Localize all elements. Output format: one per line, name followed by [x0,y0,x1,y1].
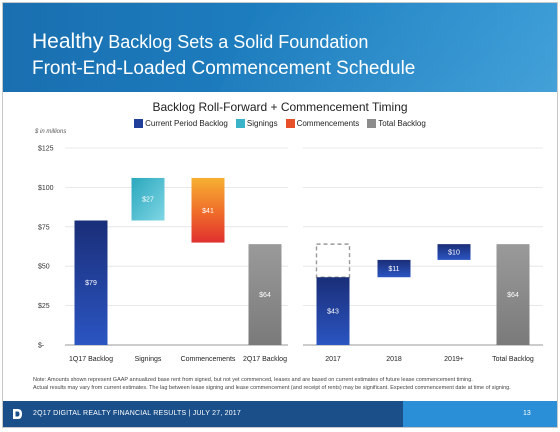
right-bar-label-1: $43 [327,309,339,316]
left-bar-1 [74,220,108,345]
title-rest: Backlog Sets a Solid Foundation [103,32,369,52]
right-bar-outline [315,243,351,278]
left-bar-2 [131,177,165,221]
left-bar-label-3: $41 [202,208,214,215]
right-x-label-3: 2019+ [444,356,464,363]
y-tick-label: $- [38,343,45,350]
legend-swatch-total [367,119,377,128]
backlog-chart: $125 $100 $75 $50 $25 $- $79 $27 $41 $64 $43 $11 $1… [38,146,543,363]
title-emphasis: Healthy [32,30,104,53]
chart-legend: Current Period Backlog Signings Commence… [3,119,557,128]
legend-item-current: Current Period Backlog [134,119,228,128]
left-x-label-3: Commencements [181,356,236,363]
right-x-label-1: 2017 [325,356,341,363]
company-logo-icon [13,409,22,419]
footer-text: 2Q17 DIGITAL REALTY FINANCIAL RESULTS | … [33,410,241,417]
legend-label-signings: Signings [246,119,278,128]
slide-title-line1: Healthy Backlog Sets a Solid Foundation [32,30,368,54]
left-bar-3 [191,177,225,243]
left-bar-label-4: $64 [259,292,271,299]
right-bar-3 [437,244,471,260]
y-tick-label: $75 [38,224,50,231]
left-bar-label-1: $79 [85,280,97,287]
left-bar-4 [248,244,282,345]
right-bar-2 [377,259,411,278]
right-bar-label-2: $11 [388,266,399,273]
right-bar-4 [496,244,530,345]
left-bar-label-2: $27 [142,197,154,204]
legend-swatch-commencements [285,119,295,128]
y-tick-label: $100 [38,185,54,192]
footnote-line2: Actual results may vary from current est… [33,385,511,391]
legend-swatch-current [134,119,144,128]
footer-accent [403,401,557,427]
footnote: Note: Amounts shown represent GAAP annua… [33,376,511,392]
title-banner: Healthy Backlog Sets a Solid Foundation … [3,3,557,92]
legend-swatch-signings [235,119,245,128]
units-note: $ in millions [35,129,67,135]
slide-title-line2: Front-End-Loaded Commencement Schedule [32,58,416,79]
footnote-line1: Note: Amounts shown represent GAAP annua… [33,377,473,383]
y-tick-label: $50 [38,264,50,271]
legend-item-signings: Signings [235,119,278,128]
footer-bar: 2Q17 DIGITAL REALTY FINANCIAL RESULTS | … [3,401,557,427]
right-bar-1 [316,277,350,345]
right-bar-label-3: $10 [448,250,460,257]
legend-item-commencements: Commencements [285,119,360,128]
legend-label-total: Total Backlog [378,119,426,128]
right-x-label-4: Total Backlog [492,356,534,363]
left-x-label-4: 2Q17 Backlog [243,356,287,363]
chart-title: Backlog Roll-Forward + Commencement Timi… [152,100,408,114]
legend-label-current: Current Period Backlog [145,119,228,128]
legend-item-total: Total Backlog [367,119,426,128]
right-bar-label-4: $64 [507,292,519,299]
left-x-label-2: Signings [135,356,162,363]
legend-label-commencements: Commencements [296,119,360,128]
right-x-label-2: 2018 [386,356,402,363]
slide: Healthy Backlog Sets a Solid Foundation … [2,2,558,428]
y-tick-label: $125 [38,146,54,153]
page-number: 13 [523,410,531,417]
y-tick-label: $25 [38,303,50,310]
left-x-label-1: 1Q17 Backlog [69,356,113,363]
